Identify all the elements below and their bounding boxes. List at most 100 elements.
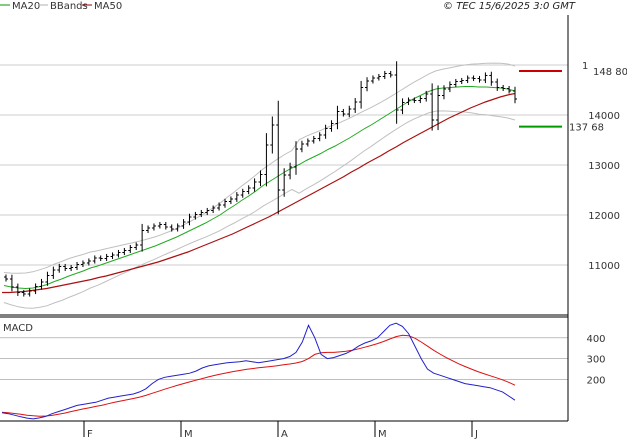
price-bar (15, 283, 20, 296)
price-bar (246, 185, 251, 195)
price-bar (424, 90, 429, 102)
price-bar (317, 132, 322, 142)
price-bar (483, 72, 488, 84)
price-bar (86, 258, 91, 266)
x-tick-label: M (378, 429, 387, 440)
price-y-axis: 11000 12000 13000 14000 1 (582, 61, 620, 272)
price-bar (92, 255, 97, 264)
price-bar (122, 247, 127, 256)
price-bar (513, 86, 517, 104)
price-bar (140, 223, 145, 252)
price-bar (228, 196, 233, 205)
price-bar (110, 252, 115, 260)
price-bar (323, 124, 328, 139)
price-bar (305, 138, 310, 147)
price-bar (436, 85, 441, 131)
price-bar (276, 100, 281, 215)
price-bar (507, 85, 512, 94)
price-bar (489, 71, 494, 86)
ma50-line (2, 92, 516, 294)
price-bar (240, 188, 245, 198)
price-tick-label-top: 1 (582, 61, 588, 72)
macd-tick-label: 200 (586, 375, 605, 386)
price-bar (211, 205, 216, 214)
price-bar (370, 75, 375, 84)
chart-legend: MA20 BBands MA50 (0, 1, 122, 12)
price-bar (347, 105, 352, 118)
price-bar (264, 133, 269, 187)
price-bar (412, 97, 417, 104)
ma20-line (3, 86, 516, 290)
price-bar (9, 274, 14, 292)
price-bar (187, 213, 192, 226)
price-bar (501, 84, 506, 92)
price-bars (4, 61, 517, 297)
price-bar (181, 219, 186, 229)
resistance-level-label: 148 80 (593, 67, 627, 78)
macd-signal-line (1, 334, 516, 417)
x-tick-label: J (474, 429, 478, 440)
price-grid (0, 64, 568, 266)
price-bar (465, 75, 470, 84)
price-bar (394, 61, 399, 124)
price-bar (430, 83, 435, 131)
price-bar (157, 221, 162, 229)
bbands-lower-line (3, 110, 516, 309)
price-bar (163, 221, 168, 230)
panel-frames (0, 15, 569, 422)
price-bar (388, 70, 393, 78)
price-bar (169, 224, 174, 232)
price-bar (376, 73, 381, 81)
price-bar (359, 80, 364, 109)
price-bar (222, 198, 227, 208)
price-bar (98, 255, 103, 262)
price-bar (45, 271, 50, 286)
price-bar (75, 261, 80, 271)
legend-label-ma20: MA20 (12, 1, 40, 12)
price-tick-label: 13000 (588, 161, 620, 172)
support-level-label: 137 68 (569, 123, 604, 134)
price-bar (418, 95, 423, 104)
price-bar (205, 207, 210, 216)
price-bar (21, 289, 26, 297)
price-bar (128, 244, 133, 254)
price-bar (258, 170, 263, 187)
price-bar (270, 116, 275, 154)
price-tick-label: 12000 (588, 211, 620, 222)
price-bar (234, 192, 239, 202)
price-bar (288, 162, 293, 180)
macd-tick-label: 400 (586, 334, 605, 345)
price-bar (341, 108, 346, 117)
support-resistance-levels: 148 80 137 68 (519, 67, 627, 134)
x-tick-label: M (184, 429, 193, 440)
legend-label-ma50: MA50 (94, 1, 122, 12)
price-bar (299, 140, 304, 153)
macd-line (1, 322, 516, 420)
price-tick-label: 11000 (588, 261, 620, 272)
price-bar (51, 266, 56, 279)
bbands-upper-line (3, 62, 516, 274)
price-bar (282, 168, 287, 197)
price-bar (4, 274, 8, 282)
price-bar (353, 98, 358, 113)
price-bar (146, 225, 151, 234)
price-bar (151, 223, 156, 231)
price-bar (329, 120, 334, 132)
price-bar (27, 288, 32, 297)
price-tick-label: 14000 (588, 111, 620, 122)
price-bar (294, 141, 299, 175)
price-bar (175, 223, 180, 232)
price-bar (406, 97, 411, 106)
x-tick-label: A (281, 429, 288, 440)
price-bar (453, 78, 458, 88)
price-bar (193, 211, 198, 220)
price-bar (252, 178, 257, 192)
price-bar (69, 264, 74, 272)
price-bar (335, 105, 340, 130)
price-bar (382, 70, 387, 80)
price-bar (471, 75, 476, 82)
price-bar (39, 278, 44, 290)
